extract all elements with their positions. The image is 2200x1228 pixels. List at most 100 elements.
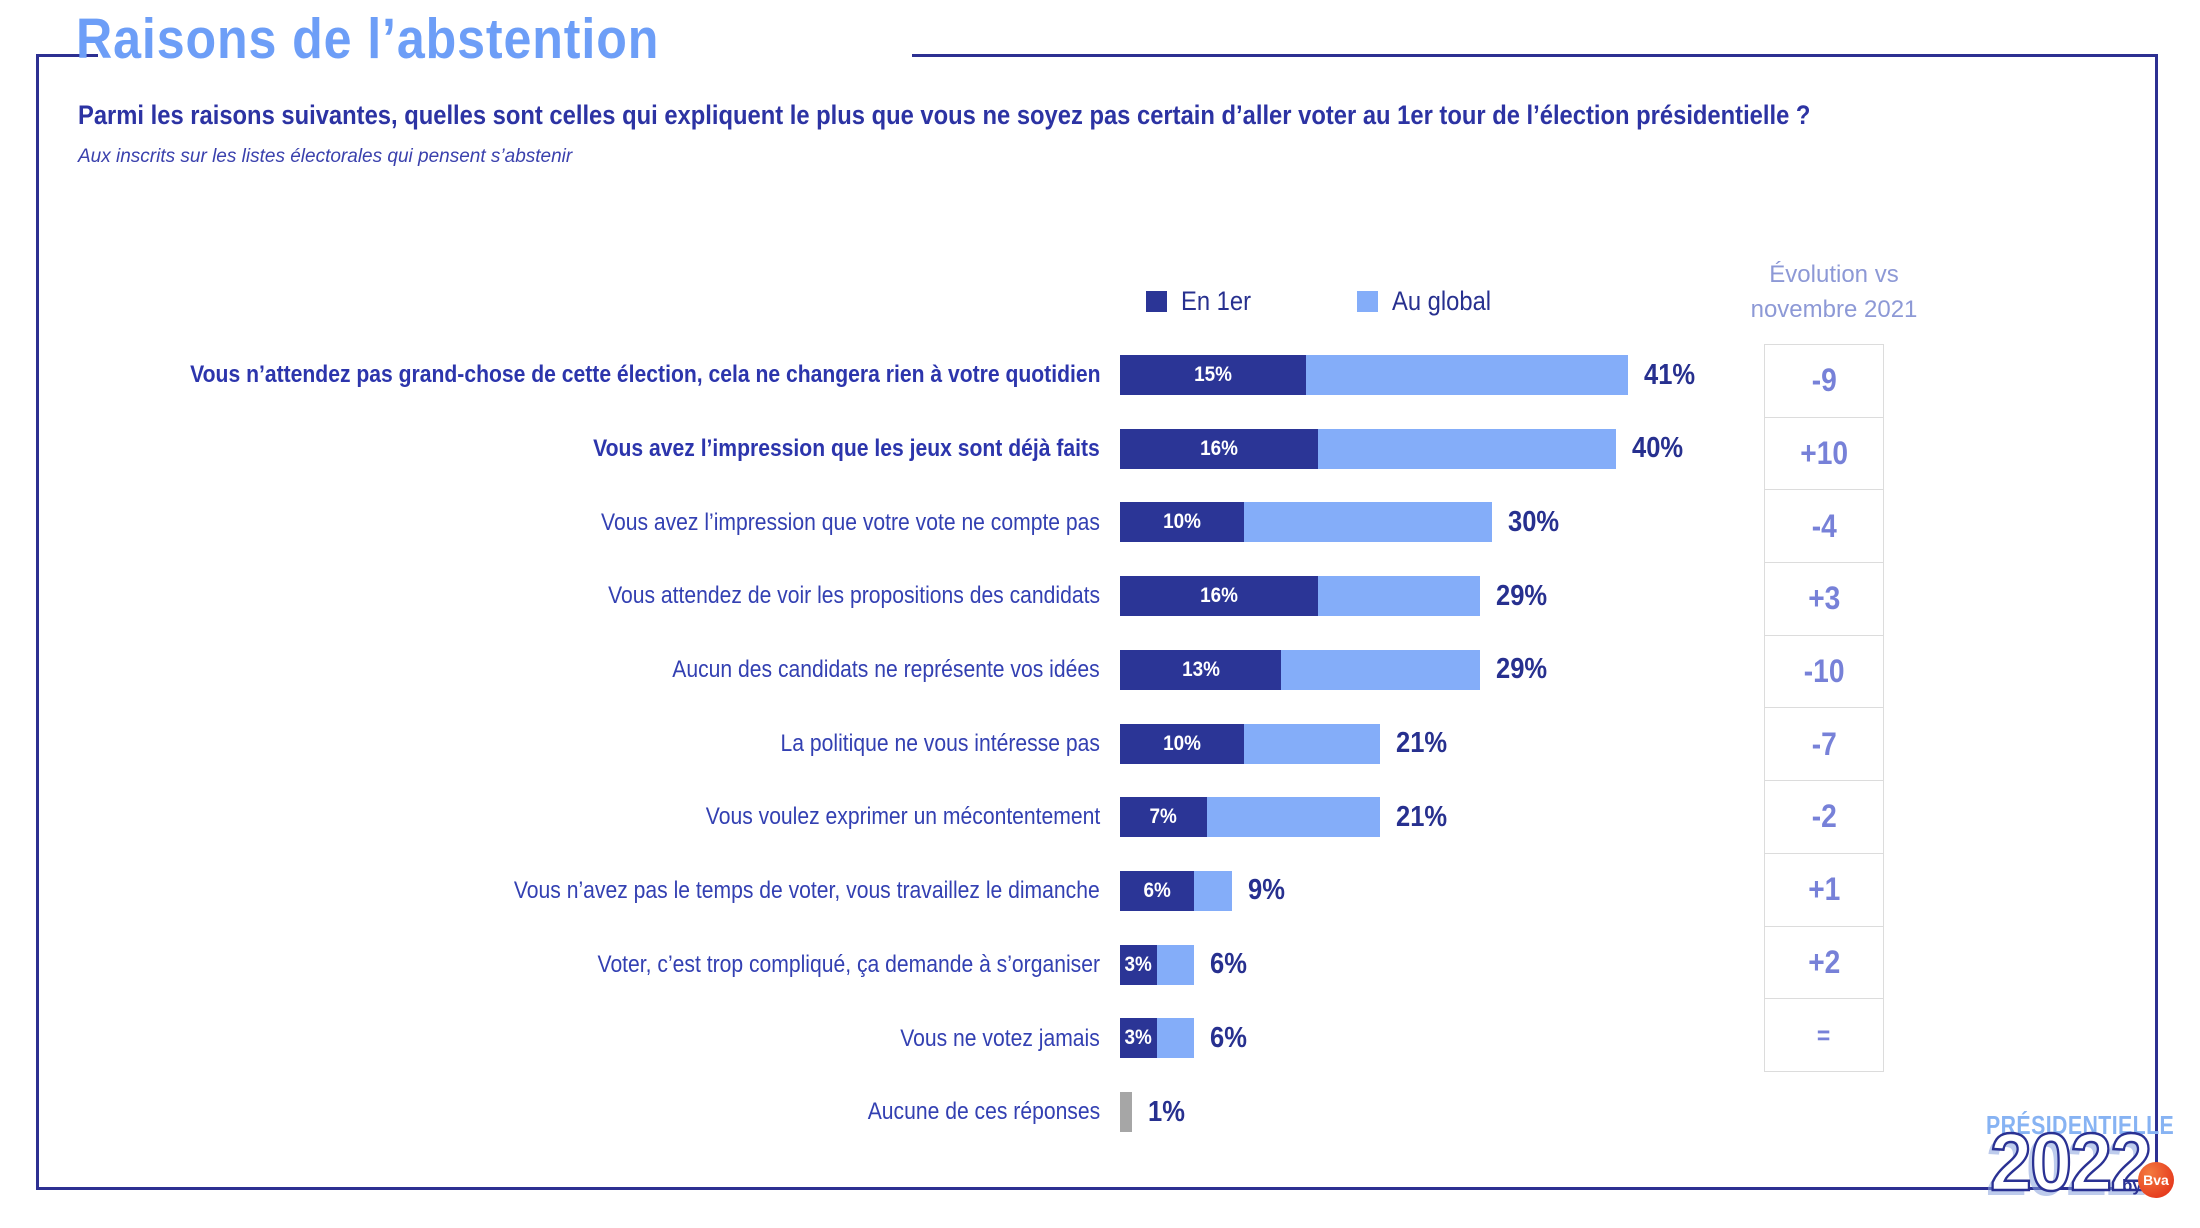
evolution-value: = — [1817, 1019, 1831, 1050]
survey-base-note-text: Aux inscrits sur les listes électorales … — [78, 146, 573, 167]
legend-swatch-dark-blue — [1146, 291, 1167, 312]
legend: En 1er Au global — [1146, 286, 1504, 317]
bar-segment-au-global — [1194, 870, 1232, 911]
bar-segment-en-1er: 6% — [1120, 870, 1195, 911]
bar-segment-au-global — [1157, 1018, 1195, 1059]
bar-total-value: 41% — [1644, 358, 1696, 391]
chart-row: Vous avez l’impression que votre vote ne… — [0, 485, 2200, 559]
bar-value-en-1er: 13% — [1181, 657, 1220, 681]
bar-segment-en-1er: 15% — [1120, 355, 1306, 395]
bva-logo-text: Bva — [2143, 1172, 2169, 1188]
evolution-header-line2: novembre 2021 — [1750, 295, 1918, 323]
evolution-cell: -2 — [1764, 780, 1884, 854]
bar-value-en-1er: 3% — [1124, 1026, 1153, 1050]
bar-total-value: 29% — [1495, 653, 1547, 686]
survey-base-note: Aux inscrits sur les listes électorales … — [78, 146, 572, 168]
legend-swatch-light-blue — [1356, 291, 1378, 312]
row-label: Vous avez l’impression que votre vote ne… — [601, 508, 1100, 536]
bar-segment-en-1er: 3% — [1120, 1018, 1158, 1059]
bva-logo-badge: Bva — [2138, 1162, 2174, 1198]
frame-right-border — [2155, 54, 2158, 1190]
legend-label-au-global: Au global — [1391, 286, 1491, 316]
bar-segment-en-1er: 16% — [1120, 576, 1319, 617]
chart-row: Vous n’avez pas le temps de voter, vous … — [0, 854, 2200, 928]
chart-row: Voter, c’est trop compliqué, ça demande … — [0, 928, 2200, 1002]
survey-question-text: Parmi les raisons suivantes, quelles son… — [78, 100, 1811, 130]
evolution-value: +1 — [1807, 871, 1841, 908]
evolution-column-header: Évolution vs novembre 2021 — [1714, 258, 1954, 328]
row-label: Aucun des candidats ne représente vos id… — [672, 656, 1100, 683]
row-label: Vous n’avez pas le temps de voter, vous … — [514, 877, 1100, 905]
bar-value-en-1er: 7% — [1149, 805, 1178, 829]
bar-total-value: 9% — [1247, 874, 1285, 907]
chart-row: Vous avez l’impression que les jeux sont… — [0, 412, 2200, 486]
frame-top-left-stub — [36, 54, 98, 57]
evolution-value: +10 — [1800, 435, 1848, 472]
row-label: Voter, c’est trop compliqué, ça demande … — [597, 950, 1100, 978]
bar-value-en-1er: 15% — [1194, 363, 1232, 386]
bar-segment-none — [1120, 1092, 1133, 1132]
legend-label-en-1er: En 1er — [1181, 286, 1252, 316]
bar-segment-en-1er: 13% — [1120, 649, 1282, 690]
bar-segment-en-1er: 10% — [1120, 723, 1244, 764]
bar-total-value: 21% — [1396, 727, 1448, 759]
evolution-cell: -4 — [1764, 489, 1884, 564]
chart-row: La politique ne vous intéresse pas 10% 21% — [0, 707, 2200, 781]
evolution-cell: +3 — [1764, 562, 1884, 636]
evolution-cell: +10 — [1764, 416, 1884, 491]
chart-row: Aucune de ces réponses 1% — [0, 1075, 2200, 1149]
row-label: La politique ne vous intéresse pas — [780, 729, 1100, 757]
row-label: Vous n’attendez pas grand-chose de cette… — [189, 361, 1100, 389]
evolution-value: -7 — [1811, 725, 1837, 762]
evolution-header-line1: Évolution vs — [1769, 261, 1899, 288]
legend-item-au-global: Au global — [1356, 286, 1505, 317]
bar-segment-au-global — [1318, 576, 1480, 617]
logo-2022-text: 2022 — [1989, 1116, 2154, 1210]
frame-left-border — [36, 54, 39, 1190]
row-label: Vous voulez exprimer un mécontentement — [705, 803, 1100, 831]
bar-value-en-1er: 10% — [1163, 510, 1201, 534]
legend-item-en-1er: En 1er — [1146, 286, 1261, 317]
bar-segment-au-global — [1206, 797, 1381, 838]
bar-total-value: 40% — [1631, 432, 1684, 465]
bar-value-en-1er: 3% — [1124, 952, 1153, 976]
bar-total-value: 29% — [1495, 579, 1547, 612]
logo-presidentielle-text: PRÉSIDENTIELLE — [1986, 1110, 2175, 1140]
evolution-value: -10 — [1803, 653, 1845, 690]
presidentielle-2022-logo: PRÉSIDENTIELLE 2022 by Bva — [1956, 1088, 2186, 1210]
evolution-cell: +1 — [1764, 852, 1884, 927]
row-label: Aucune de ces réponses — [867, 1098, 1100, 1126]
bar-segment-au-global — [1157, 944, 1195, 985]
bar-segment-au-global — [1244, 723, 1381, 764]
bar-total-value: 6% — [1210, 948, 1248, 981]
bar-value-en-1er: 6% — [1143, 878, 1171, 902]
bar-segment-en-1er: 10% — [1120, 502, 1244, 543]
bar-segment-au-global — [1306, 355, 1629, 395]
evolution-value: -9 — [1811, 362, 1837, 399]
evolution-value: -2 — [1811, 798, 1837, 835]
frame-top-border — [912, 54, 2158, 57]
evolution-column: -9 +10 -4 +3 -10 -7 -2 +1 +2 = — [1764, 344, 1884, 1072]
evolution-cell: -9 — [1764, 344, 1884, 418]
chart-row: Vous ne votez jamais 3% 6% — [0, 1001, 2200, 1075]
bar-segment-au-global — [1318, 428, 1616, 469]
logo-by-text: by — [2122, 1176, 2142, 1195]
frame-bottom-border — [36, 1187, 2158, 1190]
evolution-value: -4 — [1811, 507, 1837, 544]
bar-total-value: 1% — [1148, 1095, 1186, 1128]
bar-total-value: 6% — [1210, 1021, 1248, 1054]
evolution-value: +2 — [1807, 943, 1841, 980]
evolution-cell: -10 — [1764, 634, 1884, 709]
chart-row: Vous attendez de voir les propositions d… — [0, 559, 2200, 633]
bar-total-value: 30% — [1508, 505, 1560, 538]
chart-row: Vous voulez exprimer un mécontentement 7%… — [0, 780, 2200, 854]
survey-question: Parmi les raisons suivantes, quelles son… — [78, 100, 2047, 131]
row-label: Vous ne votez jamais — [900, 1024, 1100, 1052]
evolution-cell: +2 — [1764, 925, 1884, 1000]
evolution-value: +3 — [1807, 580, 1841, 617]
page-title-text: Raisons de l’abstention — [76, 7, 660, 71]
evolution-cell: = — [1764, 998, 1884, 1072]
bar-value-en-1er: 10% — [1163, 731, 1201, 755]
chart-row: Aucun des candidats ne représente vos id… — [0, 633, 2200, 707]
row-label: Vous attendez de voir les propositions d… — [608, 582, 1100, 610]
